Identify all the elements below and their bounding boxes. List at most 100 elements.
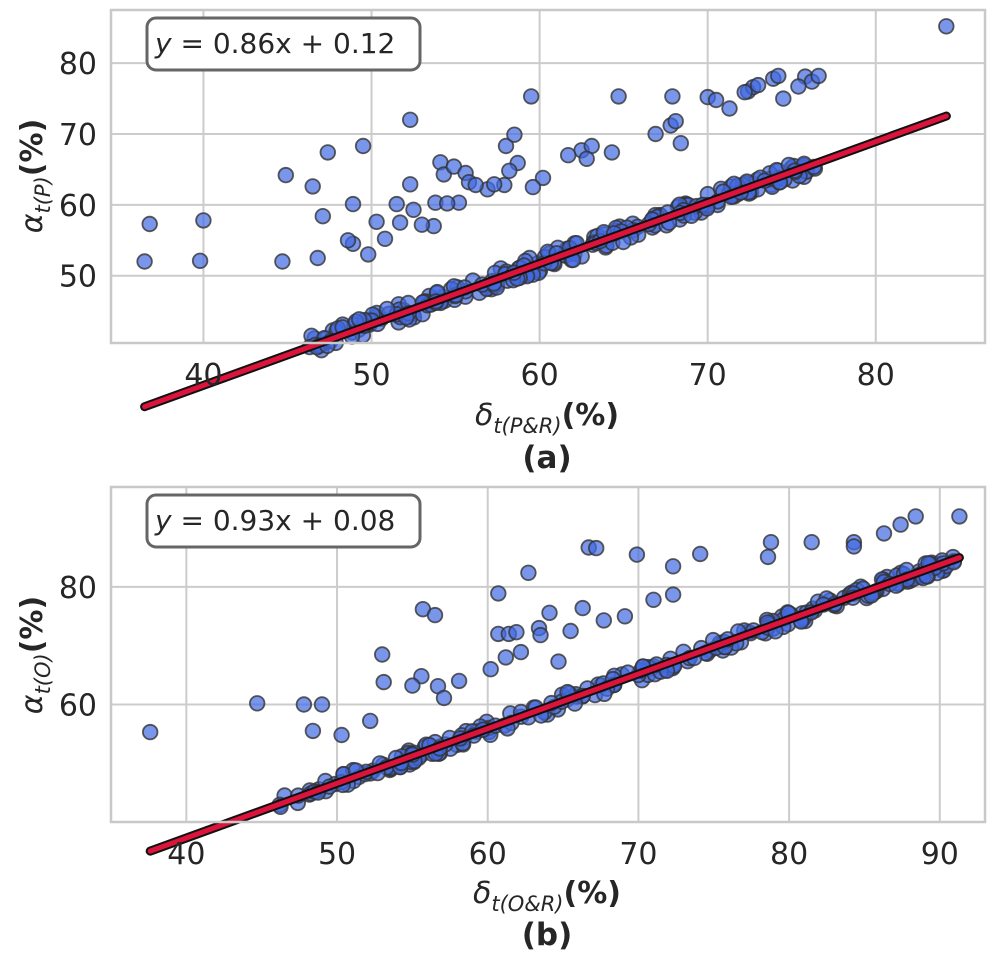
tick-labels-a: 40 50 60 70 80 50 60 70 80	[59, 47, 895, 393]
x-axis-label-b: δt(O&R)(%)	[473, 876, 621, 916]
data-point-a	[360, 246, 377, 263]
data-point-a	[391, 214, 409, 231]
data-point-a	[141, 215, 158, 233]
data-point-a	[354, 137, 372, 155]
data-point-a	[707, 91, 725, 109]
panel-b: 40 50 60 70 80 90 60 80 y = 0.93x + 0.08 δt(O&R…	[15, 485, 987, 953]
data-point-b	[951, 508, 968, 525]
x-tick-label: 70	[619, 837, 657, 872]
data-point-b	[692, 545, 709, 563]
data-point-a	[402, 176, 419, 193]
data-point-b	[375, 673, 392, 691]
data-point-b	[520, 564, 537, 582]
data-point-b	[313, 696, 331, 713]
data-point-a	[721, 100, 738, 117]
data-point-a	[405, 201, 422, 219]
data-point-a	[376, 230, 394, 248]
data-point-a	[339, 232, 357, 249]
svg-text:y = 0.93x + 0.08: y = 0.93x + 0.08	[154, 504, 395, 537]
x-tick-label: 40	[184, 358, 222, 393]
x-tick-label: 40	[167, 837, 205, 872]
data-point-a	[402, 111, 419, 129]
data-point-b	[762, 534, 780, 551]
data-point-b	[562, 622, 579, 640]
data-point-a	[664, 88, 681, 105]
data-point-a	[603, 144, 621, 161]
data-point-b	[374, 646, 391, 663]
panel-a: 40 50 60 70 80 50 60 70 80 y = 0.86x + 0.12 δt(P…	[15, 8, 987, 476]
x-tick-label: 80	[857, 358, 895, 393]
x-tick-label: 70	[689, 358, 727, 393]
data-point-b	[664, 586, 682, 603]
data-point-b	[907, 508, 924, 525]
data-point-a	[497, 137, 515, 155]
y-tick-label: 70	[59, 118, 97, 153]
data-point-a	[524, 178, 542, 196]
data-point-a	[790, 78, 807, 95]
x-axis-label-a: δt(P&R)(%)	[475, 398, 619, 438]
data-point-b	[404, 677, 421, 694]
data-point-a	[195, 212, 212, 229]
axes-frame-a	[109, 8, 987, 345]
y-tick-label: 60	[59, 688, 97, 723]
y-tick-label: 80	[59, 571, 97, 606]
data-point-b	[490, 585, 507, 602]
data-point-a	[136, 253, 153, 270]
x-tick-label: 60	[521, 358, 559, 393]
data-point-a	[314, 207, 332, 225]
scatter-points-b	[141, 508, 968, 816]
equation-var-a: y	[154, 27, 172, 60]
data-point-a	[344, 195, 362, 213]
data-point-a	[309, 249, 326, 267]
data-point-b	[664, 558, 682, 575]
data-point-a	[647, 125, 664, 143]
y-tick-label: 80	[59, 47, 97, 82]
y-axis-label-b: αt(O)(%)	[15, 596, 55, 714]
data-point-b	[482, 661, 499, 678]
data-point-b	[141, 723, 159, 741]
y-tick-label: 50	[59, 260, 97, 295]
data-point-b	[304, 722, 322, 740]
x-tick-label: 80	[770, 837, 808, 872]
fit-line-b	[145, 553, 964, 856]
data-point-b	[588, 539, 605, 557]
y-axis-label-a: αt(P)(%)	[15, 119, 55, 234]
data-point-b	[550, 653, 567, 670]
data-point-b	[803, 534, 820, 551]
y-tick-label: 60	[59, 189, 97, 224]
data-point-b	[574, 599, 591, 617]
axes-frame-b	[109, 485, 987, 824]
data-point-b	[508, 624, 525, 641]
data-point-a	[274, 253, 291, 270]
data-point-a	[413, 216, 431, 233]
equation-text-a: = 0.86x + 0.12	[172, 27, 396, 60]
data-point-a	[486, 176, 503, 193]
data-point-b	[362, 712, 379, 730]
data-point-a	[467, 176, 484, 194]
data-point-b	[875, 525, 893, 542]
data-point-a	[277, 166, 295, 184]
data-point-b	[628, 546, 646, 563]
data-point-a	[191, 252, 209, 269]
data-point-b	[645, 591, 662, 609]
data-point-b	[595, 612, 613, 629]
fit-line-b	[147, 555, 962, 854]
panel-label-a: (a)	[522, 440, 571, 476]
equation-box-b: y = 0.93x + 0.08	[145, 493, 422, 549]
data-point-a	[578, 150, 595, 168]
data-point-a	[810, 67, 827, 85]
data-point-b	[892, 516, 909, 533]
fit-line-a	[140, 111, 951, 412]
data-point-b	[512, 643, 530, 661]
x-tick-label: 90	[921, 837, 959, 872]
x-tick-label: 50	[352, 358, 390, 393]
data-point-a	[610, 88, 627, 105]
data-point-b	[295, 696, 313, 713]
data-point-b	[249, 695, 266, 712]
data-point-b	[541, 604, 558, 622]
data-point-a	[506, 126, 523, 143]
equation-text-b: = 0.93x + 0.08	[172, 504, 396, 537]
x-tick-label: 60	[469, 837, 507, 872]
data-point-b	[426, 606, 444, 624]
